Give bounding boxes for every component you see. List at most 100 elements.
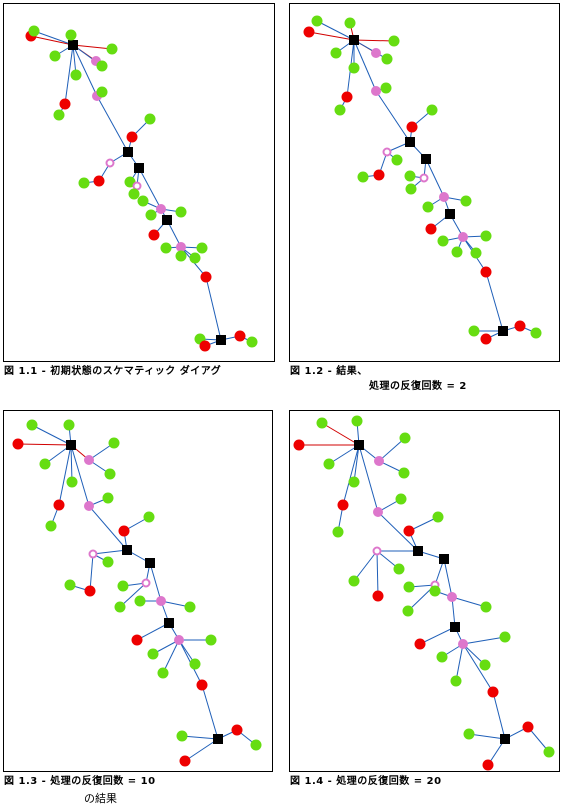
graph-edge	[33, 30, 74, 46]
green-node	[398, 467, 410, 479]
junction-node-square	[421, 154, 431, 164]
red-node	[337, 499, 349, 511]
red-node	[482, 759, 494, 771]
red-node	[487, 686, 499, 698]
pink-node	[458, 639, 468, 649]
green-node	[63, 419, 75, 431]
junction-node-square	[439, 554, 449, 564]
graph-edge	[308, 31, 355, 41]
red-node	[53, 499, 65, 511]
green-node	[380, 82, 392, 94]
figure-1-2-diagram	[303, 15, 542, 345]
pink-node	[439, 192, 449, 202]
green-node	[332, 526, 344, 538]
green-node	[351, 415, 363, 427]
green-node	[145, 209, 157, 221]
graph-edge	[455, 643, 464, 682]
graph-edge	[353, 39, 388, 60]
red-node	[414, 638, 426, 650]
figure-1-4-diagram	[293, 415, 555, 771]
red-node	[12, 438, 24, 450]
graph-edge	[443, 558, 453, 598]
red-node	[514, 320, 526, 332]
graph-edge	[205, 276, 222, 341]
pink-node	[84, 455, 94, 465]
junction-node-square	[413, 546, 423, 556]
graph-edge	[378, 437, 406, 462]
graph-edge	[353, 39, 395, 42]
red-node	[372, 590, 384, 602]
graph-edge	[72, 44, 113, 50]
green-node	[102, 492, 114, 504]
green-node	[334, 104, 346, 116]
graph-edge	[375, 90, 411, 143]
pink-node	[373, 507, 383, 517]
green-node	[348, 575, 360, 587]
red-node	[199, 340, 211, 352]
green-node	[175, 250, 187, 262]
ring-node	[105, 158, 115, 168]
graph-edge	[181, 735, 219, 740]
green-node	[391, 154, 403, 166]
graph-edge	[462, 643, 494, 693]
red-node	[126, 131, 138, 143]
graph-edge	[419, 626, 456, 645]
green-node	[460, 195, 472, 207]
pink-node	[458, 232, 468, 242]
green-node	[104, 468, 116, 480]
graph-edge	[136, 622, 170, 641]
figure-1-2-caption: 図 1.2 - 結果、	[290, 366, 368, 377]
green-node	[196, 242, 208, 254]
green-node	[344, 17, 356, 29]
graph-edge	[376, 550, 379, 597]
red-node	[200, 271, 212, 283]
figure-1-4-caption: 図 1.4 - 処理の反復回数 = 20	[290, 776, 442, 787]
graph-edge	[485, 271, 504, 332]
green-node	[45, 520, 57, 532]
junction-node-square	[445, 209, 455, 219]
graph-edge	[17, 443, 72, 446]
pink-node	[371, 48, 381, 58]
green-node	[49, 50, 61, 62]
junction-node-square	[405, 137, 415, 147]
green-node	[451, 246, 463, 258]
green-node	[96, 86, 108, 98]
red-node	[522, 721, 534, 733]
green-node	[128, 188, 140, 200]
pink-node	[447, 592, 457, 602]
green-node	[65, 29, 77, 41]
graph-edge	[377, 511, 419, 552]
green-node	[157, 667, 169, 679]
green-node	[106, 43, 118, 55]
pink-node	[374, 456, 384, 466]
junction-node-square	[122, 545, 132, 555]
graph-edge	[342, 444, 360, 506]
green-node	[357, 171, 369, 183]
green-node	[530, 327, 542, 339]
green-node	[184, 601, 196, 613]
green-node	[429, 585, 441, 597]
graph-edge	[70, 444, 90, 507]
red-node	[118, 525, 130, 537]
graph-edge	[321, 422, 360, 446]
red-node	[231, 724, 243, 736]
pink-node	[84, 501, 94, 511]
red-node	[425, 223, 437, 235]
junction-node-square	[66, 440, 76, 450]
figure-1-1-caption: 図 1.1 - 初期状態のスケマティック ダイアグ	[4, 366, 222, 377]
red-node	[84, 585, 96, 597]
green-node	[399, 432, 411, 444]
figure-1-4-panel	[289, 410, 560, 772]
green-node	[323, 458, 335, 470]
figure-1-3-caption-line2: の結果	[84, 792, 117, 805]
green-node	[426, 104, 438, 116]
green-node	[499, 631, 511, 643]
figure-1-3-caption: 図 1.3 - 処理の反復回数 = 10	[4, 776, 156, 787]
green-node	[479, 659, 491, 671]
graph-edge	[88, 505, 128, 551]
green-node	[480, 230, 492, 242]
ring-node	[132, 181, 142, 191]
ring-node	[88, 549, 98, 559]
graph-edge	[31, 424, 72, 446]
figure-1-3-diagram	[12, 419, 262, 767]
